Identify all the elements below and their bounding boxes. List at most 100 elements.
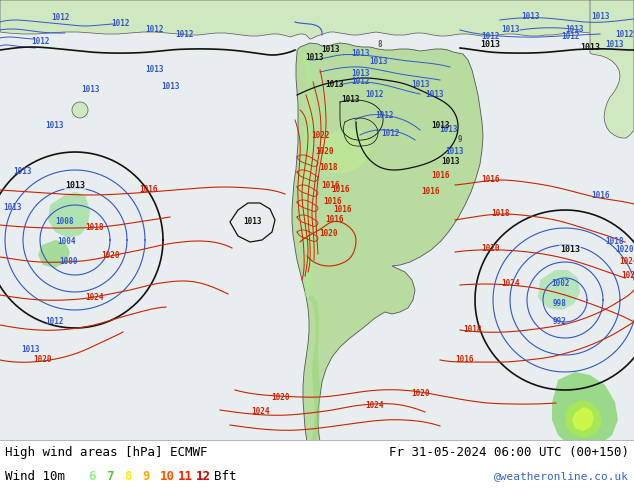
Text: 1028: 1028 (621, 271, 634, 280)
Text: 1013: 1013 (521, 13, 540, 22)
Text: 1018: 1018 (463, 325, 481, 335)
Text: 1022: 1022 (311, 130, 329, 140)
Text: 12: 12 (196, 469, 211, 483)
Text: 1002: 1002 (551, 279, 569, 289)
Polygon shape (318, 128, 370, 174)
Polygon shape (38, 240, 70, 268)
Text: 1018: 1018 (605, 238, 623, 246)
Text: 1008: 1008 (56, 218, 74, 226)
Text: 1016: 1016 (333, 205, 353, 215)
Text: 1012: 1012 (146, 25, 164, 34)
Text: 1018: 1018 (491, 210, 509, 219)
Text: 1024: 1024 (86, 293, 104, 301)
Text: 1020: 1020 (481, 245, 499, 253)
Bar (0, 440, 634, 490)
Text: 7: 7 (106, 469, 113, 483)
Polygon shape (552, 372, 618, 450)
Text: 1016: 1016 (481, 175, 499, 185)
Text: 1013: 1013 (13, 168, 31, 176)
Text: 1013: 1013 (580, 44, 600, 52)
Polygon shape (590, 0, 634, 138)
Text: 8: 8 (378, 41, 382, 49)
Text: 1016: 1016 (456, 356, 474, 365)
Polygon shape (292, 43, 483, 472)
Text: 1020: 1020 (271, 392, 289, 401)
Text: 1016: 1016 (591, 191, 609, 199)
Text: 1012: 1012 (376, 111, 394, 120)
Text: 1020: 1020 (316, 147, 334, 156)
Text: 1020: 1020 (33, 356, 51, 365)
Text: 1020: 1020 (319, 229, 337, 239)
Text: 1013: 1013 (430, 121, 450, 129)
Text: 1012: 1012 (351, 77, 369, 87)
Text: 1016: 1016 (421, 188, 439, 196)
Text: 1004: 1004 (58, 238, 76, 246)
Text: 1013: 1013 (3, 203, 22, 213)
Text: 1016: 1016 (321, 180, 339, 190)
Text: 1020: 1020 (101, 251, 119, 261)
Text: 1018: 1018 (86, 223, 104, 232)
Text: 1013: 1013 (605, 41, 624, 49)
Text: 1012: 1012 (616, 30, 634, 40)
Text: 10: 10 (160, 469, 175, 483)
Text: 1013: 1013 (439, 125, 457, 134)
Text: 1013: 1013 (446, 147, 464, 156)
Text: 1012: 1012 (111, 20, 129, 28)
Text: 1020: 1020 (616, 245, 634, 254)
Text: 998: 998 (553, 299, 567, 309)
Text: 1012: 1012 (31, 38, 49, 47)
Text: 1012: 1012 (560, 32, 579, 42)
Text: 1016: 1016 (326, 216, 344, 224)
Text: 9: 9 (458, 136, 462, 145)
Text: 1000: 1000 (60, 258, 78, 267)
Text: 1013: 1013 (21, 345, 39, 354)
Text: 8: 8 (124, 469, 131, 483)
Text: 1024: 1024 (251, 407, 269, 416)
Polygon shape (299, 53, 315, 298)
Circle shape (72, 102, 88, 118)
Polygon shape (572, 407, 594, 431)
Text: 1013: 1013 (351, 49, 369, 58)
Text: High wind areas [hPa] ECMWF: High wind areas [hPa] ECMWF (5, 446, 207, 459)
Text: 1013: 1013 (441, 157, 459, 167)
Text: 1016: 1016 (430, 171, 450, 179)
Text: 1024: 1024 (619, 258, 634, 267)
Text: 1020: 1020 (411, 389, 429, 397)
Text: 1013: 1013 (426, 91, 444, 99)
Polygon shape (48, 192, 90, 238)
Text: 1013: 1013 (306, 53, 324, 63)
Text: 1013: 1013 (243, 217, 261, 225)
Text: 9: 9 (142, 469, 150, 483)
Text: Fr 31-05-2024 06:00 UTC (00+150): Fr 31-05-2024 06:00 UTC (00+150) (389, 446, 629, 459)
Text: 1018: 1018 (319, 164, 337, 172)
Text: 6: 6 (88, 469, 96, 483)
Bar (0, 0, 634, 440)
Polygon shape (0, 0, 634, 39)
Text: 1013: 1013 (566, 25, 585, 34)
Text: @weatheronline.co.uk: @weatheronline.co.uk (494, 471, 629, 481)
Text: 1013: 1013 (161, 82, 179, 92)
Text: 1013: 1013 (65, 180, 85, 190)
Text: 1013: 1013 (480, 41, 500, 49)
Text: 1013: 1013 (591, 13, 609, 22)
Text: 1012: 1012 (481, 32, 499, 42)
Text: Bft: Bft (214, 469, 236, 483)
Text: Wind 10m: Wind 10m (5, 469, 65, 483)
Text: 1012: 1012 (381, 128, 399, 138)
Text: 1013: 1013 (46, 121, 64, 129)
Text: 1013: 1013 (321, 46, 339, 54)
Text: 1013: 1013 (411, 80, 429, 90)
Polygon shape (308, 295, 320, 442)
Text: 1024: 1024 (501, 279, 519, 289)
Text: 1012: 1012 (51, 14, 69, 23)
Polygon shape (565, 400, 602, 438)
Text: 1013: 1013 (369, 57, 387, 67)
Text: 1012: 1012 (176, 30, 194, 40)
Text: 1013: 1013 (351, 70, 369, 78)
Text: 992: 992 (553, 318, 567, 326)
Text: 1016: 1016 (331, 186, 349, 195)
Text: 1013: 1013 (326, 80, 344, 90)
Text: 1013: 1013 (560, 245, 580, 254)
Text: 1016: 1016 (139, 185, 157, 194)
Text: 1016: 1016 (323, 197, 341, 206)
